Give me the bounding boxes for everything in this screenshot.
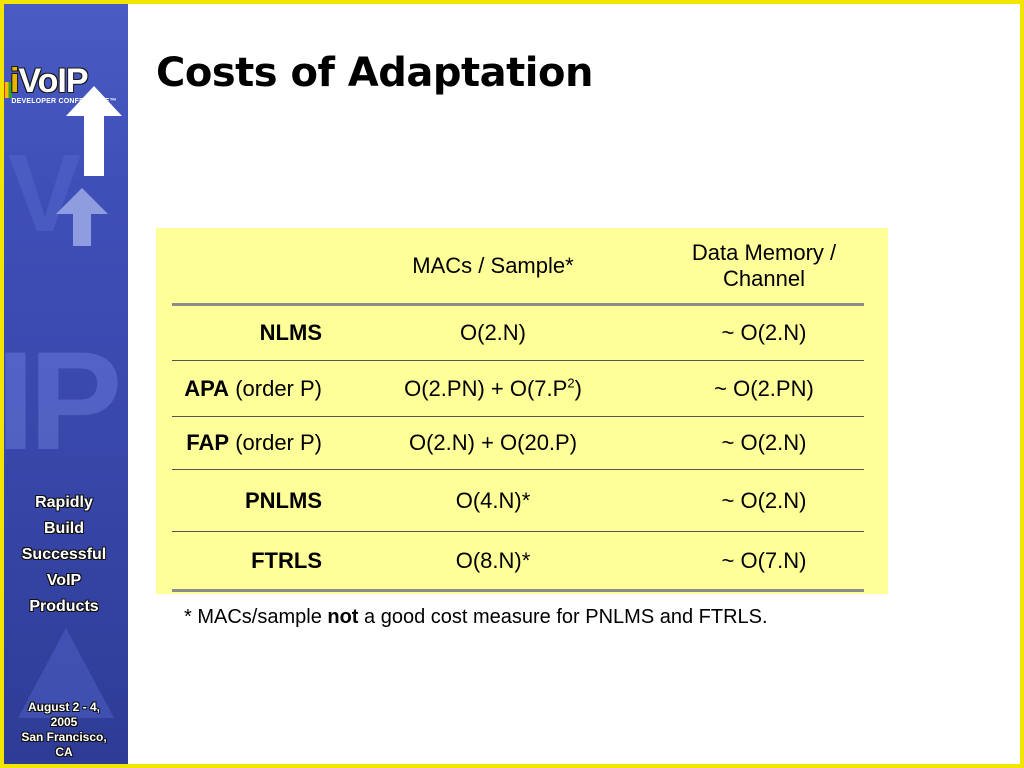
table-row: PNLMS O(4.N)* ~ O(2.N) (172, 470, 864, 532)
ivoip-logo: iVoIP DEVELOPER CONFERENCE™ (0, 62, 128, 114)
up-arrow-icon (66, 86, 122, 176)
table-footnote: * MACs/sample not a good cost measure fo… (184, 606, 768, 629)
decorative-v-glyph: V (8, 132, 82, 255)
algorithm-cell: PNLMS (172, 488, 322, 514)
cost-table: MACs / Sample* Data Memory / Channel NLM… (156, 228, 888, 594)
footnote-text: * MACs/sample (184, 606, 328, 628)
header-memory-line: Data Memory / (691, 239, 837, 265)
memory-cell: ~ O(2.N) (721, 320, 807, 345)
algorithm-qualifier: (order P) (229, 430, 322, 455)
algorithm-name: APA (184, 375, 230, 401)
memory-cell: ~ O(7.N) (721, 547, 807, 573)
macs-cell: O(2.N) + O(20.P) (322, 430, 664, 456)
algorithm-cell: FAP (order P) (172, 430, 322, 456)
sidebar-banner: V IP iVoIP DEVELOPER CONFERENCE™ Rapidly… (0, 0, 128, 768)
macs-cell: O(4.N)* (322, 488, 664, 514)
tagline-line: Successful (21, 546, 107, 563)
macs-tail: ) (574, 375, 582, 401)
macs-value: O(2.N) + O(20.P) (408, 430, 578, 455)
algorithm-cell: FTRLS (172, 548, 322, 574)
footnote-text: a good cost measure for PNLMS and FTRLS. (358, 606, 768, 628)
macs-superscript: 2 (567, 375, 575, 391)
logo-wordmark: iVoIP (10, 62, 89, 100)
event-date-location: August 2 - 4, 2005 San Francisco, CA (0, 700, 128, 760)
cost-table-grid: MACs / Sample* Data Memory / Channel NLM… (172, 228, 864, 592)
header-macs: MACs / Sample* (412, 252, 574, 278)
macs-cell: O(2.PN) + O(7.P2) (322, 376, 664, 402)
slide-title: Costs of Adaptation (156, 50, 593, 96)
algorithm-name: PNLMS (245, 487, 322, 513)
algorithm-cell: APA (order P) (172, 376, 322, 402)
macs-cell: O(8.N)* (322, 548, 664, 574)
event-line: 2005 (50, 715, 78, 729)
header-memory-line: Channel (723, 265, 805, 291)
decorative-ip-glyph: IP (0, 322, 122, 479)
table-row: FTRLS O(8.N)* ~ O(7.N) (172, 532, 864, 592)
macs-value: O(2.N) (460, 320, 526, 345)
logo-conference-text: DEVELOPER CONFERENCE™ (11, 98, 117, 105)
algorithm-cell: NLMS (172, 320, 322, 346)
table-row: APA (order P) O(2.PN) + O(7.P2) ~ O(2.PN… (172, 361, 864, 417)
macs-cell: O(2.N) (322, 320, 664, 346)
table-row: NLMS O(2.N) ~ O(2.N) (172, 306, 864, 361)
tagline-line: Rapidly (35, 494, 93, 511)
event-line: August 2 - 4, (27, 700, 100, 714)
table-row: FAP (order P) O(2.N) + O(20.P) ~ O(2.N) (172, 417, 864, 470)
algorithm-qualifier: (order P) (229, 375, 322, 401)
footnote-emphasis: not (327, 606, 359, 628)
tagline-line: VoIP (46, 572, 82, 589)
tagline-line: Products (29, 598, 99, 615)
event-line: CA (55, 745, 73, 759)
conference-tagline: Rapidly Build Successful VoIP Products (0, 490, 128, 620)
event-line: San Francisco, (21, 730, 107, 744)
header-memory: Data Memory / Channel (664, 240, 864, 292)
up-arrow-icon (56, 188, 108, 246)
decorative-triangle (18, 628, 114, 718)
tagline-line: Build (44, 520, 84, 537)
algorithm-name: FAP (186, 430, 230, 455)
memory-cell: ~ O(2.PN) (714, 375, 814, 401)
algorithm-name: FTRLS (251, 547, 322, 573)
table-header-row: MACs / Sample* Data Memory / Channel (172, 228, 864, 306)
macs-value: O(8.N)* (455, 547, 531, 573)
memory-cell: ~ O(2.N) (721, 430, 807, 455)
memory-cell: ~ O(2.N) (721, 487, 807, 513)
macs-value: O(2.PN) + O(7.P (404, 375, 568, 401)
algorithm-name: NLMS (259, 320, 322, 345)
macs-value: O(4.N)* (455, 487, 531, 513)
